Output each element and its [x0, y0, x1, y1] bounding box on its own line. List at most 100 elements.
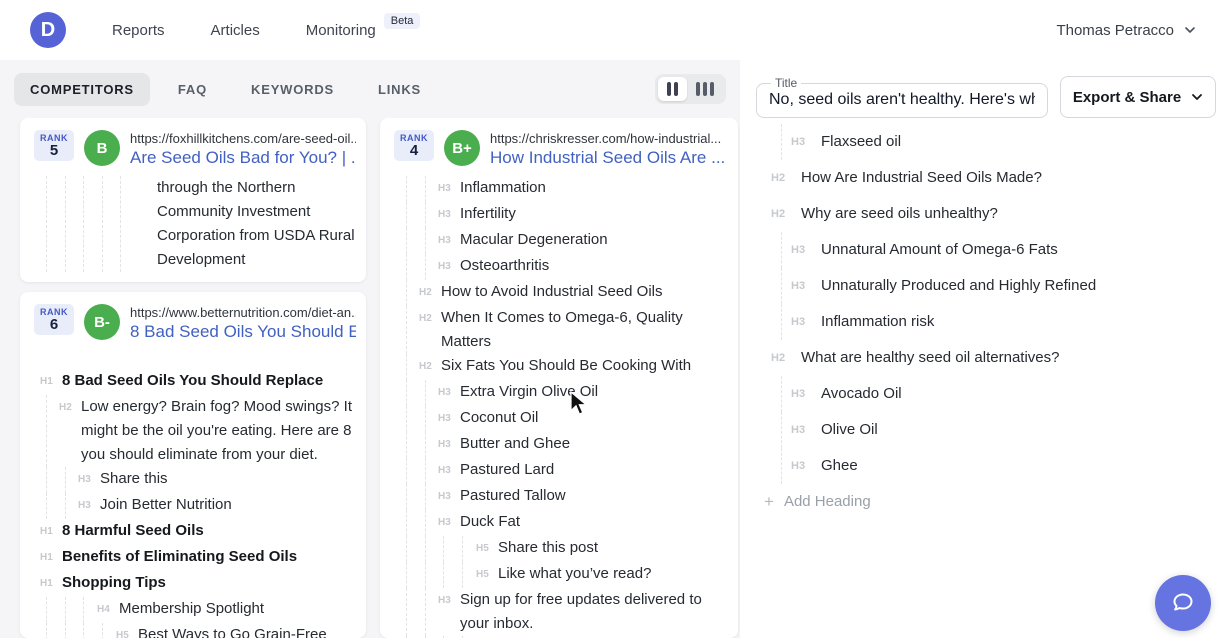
competitor-card: RANK 4 B+ https://chriskresser.com/how-i… [380, 118, 738, 638]
tab-competitors[interactable]: COMPETITORS [14, 72, 150, 106]
competitor-title-link[interactable]: Are Seed Oils Bad for You? | ... [130, 148, 356, 167]
three-column-view-button[interactable] [687, 77, 723, 101]
outline-row[interactable]: H3 Ghee [756, 448, 1216, 484]
outline-row[interactable]: H2 Low energy? Brain fog? Mood swings? It… [30, 395, 356, 467]
export-share-label: Export & Share [1072, 88, 1182, 106]
heading-level-tag: H5 [116, 630, 129, 638]
heading-text: How Are Industrial Seed Oils Made? [801, 169, 1042, 186]
heading-level-tag: H2 [419, 361, 432, 372]
outline-row[interactable]: H3 Pastured Lard [390, 458, 728, 484]
outline-row[interactable]: H1 8 Harmful Seed Oils [30, 519, 356, 545]
outline-row[interactable]: H2 Why are seed oils unhealthy? [756, 196, 1216, 232]
outline-row[interactable]: H2 What are healthy seed oil alternatives… [756, 340, 1216, 376]
heading-level-tag: H3 [78, 500, 91, 511]
competitor-url[interactable]: https://chriskresser.com/how-industrial.… [490, 131, 722, 146]
outline-row[interactable]: H1 Benefits of Eliminating Seed Oils [30, 545, 356, 571]
outline-row[interactable]: through the Northern Community Investmen… [30, 176, 356, 272]
heading-text: Inflammation [460, 179, 546, 196]
user-menu[interactable]: Thomas Petracco [1056, 22, 1196, 39]
chevron-down-icon [1192, 94, 1203, 100]
heading-level-tag: H3 [438, 595, 451, 606]
outline-row[interactable]: H2 How Are Industrial Seed Oils Made? [756, 160, 1216, 196]
heading-level-tag: H1 [40, 552, 53, 563]
outline-row[interactable]: H2 How to Avoid Industrial Seed Oils [390, 280, 728, 306]
indent-guide [46, 597, 47, 623]
outline-row[interactable]: H3 Sign up for free updates delivered to … [390, 588, 728, 636]
app-logo[interactable]: D [30, 12, 66, 48]
heading-level-tag: H1 [40, 526, 53, 537]
tab-faq[interactable]: FAQ [177, 81, 208, 97]
outline-row[interactable]: H3 Inflammation risk [756, 304, 1216, 340]
indent-guide [424, 458, 426, 484]
competitor-outline: H3 Inflammation H3 Infertility H3 Macular Deg… [390, 176, 728, 638]
indent-guide [406, 228, 407, 254]
heading-text: 8 Bad Seed Oils You Should Replace [62, 372, 324, 389]
outline-row[interactable]: H3 Olive Oil [756, 412, 1216, 448]
indent-guide [406, 202, 407, 228]
outline-row[interactable]: H3 Avocado Oil [756, 376, 1216, 412]
heading-text: Six Fats You Should Be Cooking With [441, 357, 692, 374]
outline-row[interactable]: H3 Flaxseed oil [756, 124, 1216, 160]
two-column-view-button[interactable] [658, 77, 687, 101]
indent-guide [461, 562, 463, 588]
nav-item-monitoring[interactable]: MonitoringBeta [306, 13, 421, 40]
outline-row[interactable]: H3 Share this [30, 467, 356, 493]
chat-widget-button[interactable] [1155, 575, 1211, 631]
outline-row[interactable]: H1 8 Bad Seed Oils You Should Replace [30, 369, 356, 395]
nav-item-articles[interactable]: Articles [210, 22, 260, 39]
nav-item-reports[interactable]: Reports [112, 22, 165, 39]
column-bar-icon [667, 82, 671, 96]
outline-row[interactable]: H2 When It Comes to Omega-6, Quality Matt… [390, 306, 728, 354]
outline-row[interactable]: H5Topics [390, 636, 728, 638]
outline-row[interactable]: H3 Osteoarthritis [390, 254, 728, 280]
competitor-outline: H1 8 Bad Seed Oils You Should Replace H2 Lo… [30, 369, 356, 638]
heading-level-tag: H1 [40, 578, 53, 589]
editor-outline: H3 Flaxseed oil H2 How Are Industrial Seed … [756, 124, 1216, 484]
competitor-url[interactable]: https://www.betternutrition.com/diet-an.… [130, 305, 356, 320]
outline-row[interactable]: H3 Infertility [390, 202, 728, 228]
outline-row[interactable]: H5 Share this post [390, 536, 728, 562]
outline-row[interactable]: H5 Like what you’ve read? [390, 562, 728, 588]
competitors-panel: COMPETITORS FAQ KEYWORDS LINKS RANK 5 B htt… [0, 60, 740, 638]
competitor-outline: through the Northern Community Investmen… [30, 176, 356, 272]
competitor-column-1: RANK 5 B https://foxhillkitchens.com/are… [20, 118, 366, 638]
indent-guide [424, 536, 426, 562]
outline-row[interactable]: H3 Pastured Tallow [390, 484, 728, 510]
heading-text: Best Ways to Go Grain-Free [138, 626, 327, 638]
indent-guide [781, 376, 782, 412]
heading-text: Inflammation risk [821, 313, 935, 330]
tab-links[interactable]: LINKS [378, 81, 421, 97]
outline-row[interactable]: H3 Extra Virgin Olive Oil [390, 380, 728, 406]
outline-row[interactable]: H3 Macular Degeneration [390, 228, 728, 254]
panel-tabbar: COMPETITORS FAQ KEYWORDS LINKS [0, 60, 740, 118]
outline-row[interactable]: H3 Inflammation [390, 176, 728, 202]
editor-panel: Title Export & Share H3 Flaxseed oil H2 How… [740, 60, 1232, 638]
outline-row[interactable]: H5 Best Ways to Go Grain-Free [30, 623, 356, 638]
competitor-url[interactable]: https://foxhillkitchens.com/are-seed-oil… [130, 131, 356, 146]
indent-guide [46, 176, 47, 272]
competitor-title-link[interactable]: 8 Bad Seed Oils You Should E... [130, 322, 356, 341]
outline-row[interactable]: H3 Unnatural Amount of Omega-6 Fats [756, 232, 1216, 268]
heading-text: Coconut Oil [460, 409, 539, 426]
indent-guide [406, 562, 407, 588]
add-heading-button[interactable]: + Add Heading [756, 484, 1216, 518]
outline-row[interactable]: H3 Duck Fat [390, 510, 728, 536]
outline-row[interactable]: H3 Join Better Nutrition [30, 493, 356, 519]
indent-guide [424, 380, 426, 406]
outline-row[interactable]: H2 Six Fats You Should Be Cooking With [390, 354, 728, 380]
tab-keywords[interactable]: KEYWORDS [251, 81, 334, 97]
indent-guide [781, 448, 782, 484]
rank-number: 6 [49, 316, 59, 333]
rank-label: RANK [400, 133, 428, 143]
outline-row[interactable]: H3 Butter and Ghee [390, 432, 728, 458]
outline-row[interactable]: H3 Coconut Oil [390, 406, 728, 432]
chevron-down-icon [1185, 27, 1195, 33]
competitor-columns: RANK 5 B https://foxhillkitchens.com/are… [0, 118, 740, 638]
outline-row[interactable]: H3 Unnaturally Produced and Highly Refine… [756, 268, 1216, 304]
competitor-title-link[interactable]: How Industrial Seed Oils Are ... [490, 148, 726, 167]
export-share-button[interactable]: Export & Share [1060, 76, 1216, 118]
outline-row[interactable]: H1 Shopping Tips [30, 571, 356, 597]
title-input[interactable] [769, 90, 1035, 117]
heading-level-tag: H3 [791, 424, 806, 436]
outline-row[interactable]: H4 Membership Spotlight [30, 597, 356, 623]
